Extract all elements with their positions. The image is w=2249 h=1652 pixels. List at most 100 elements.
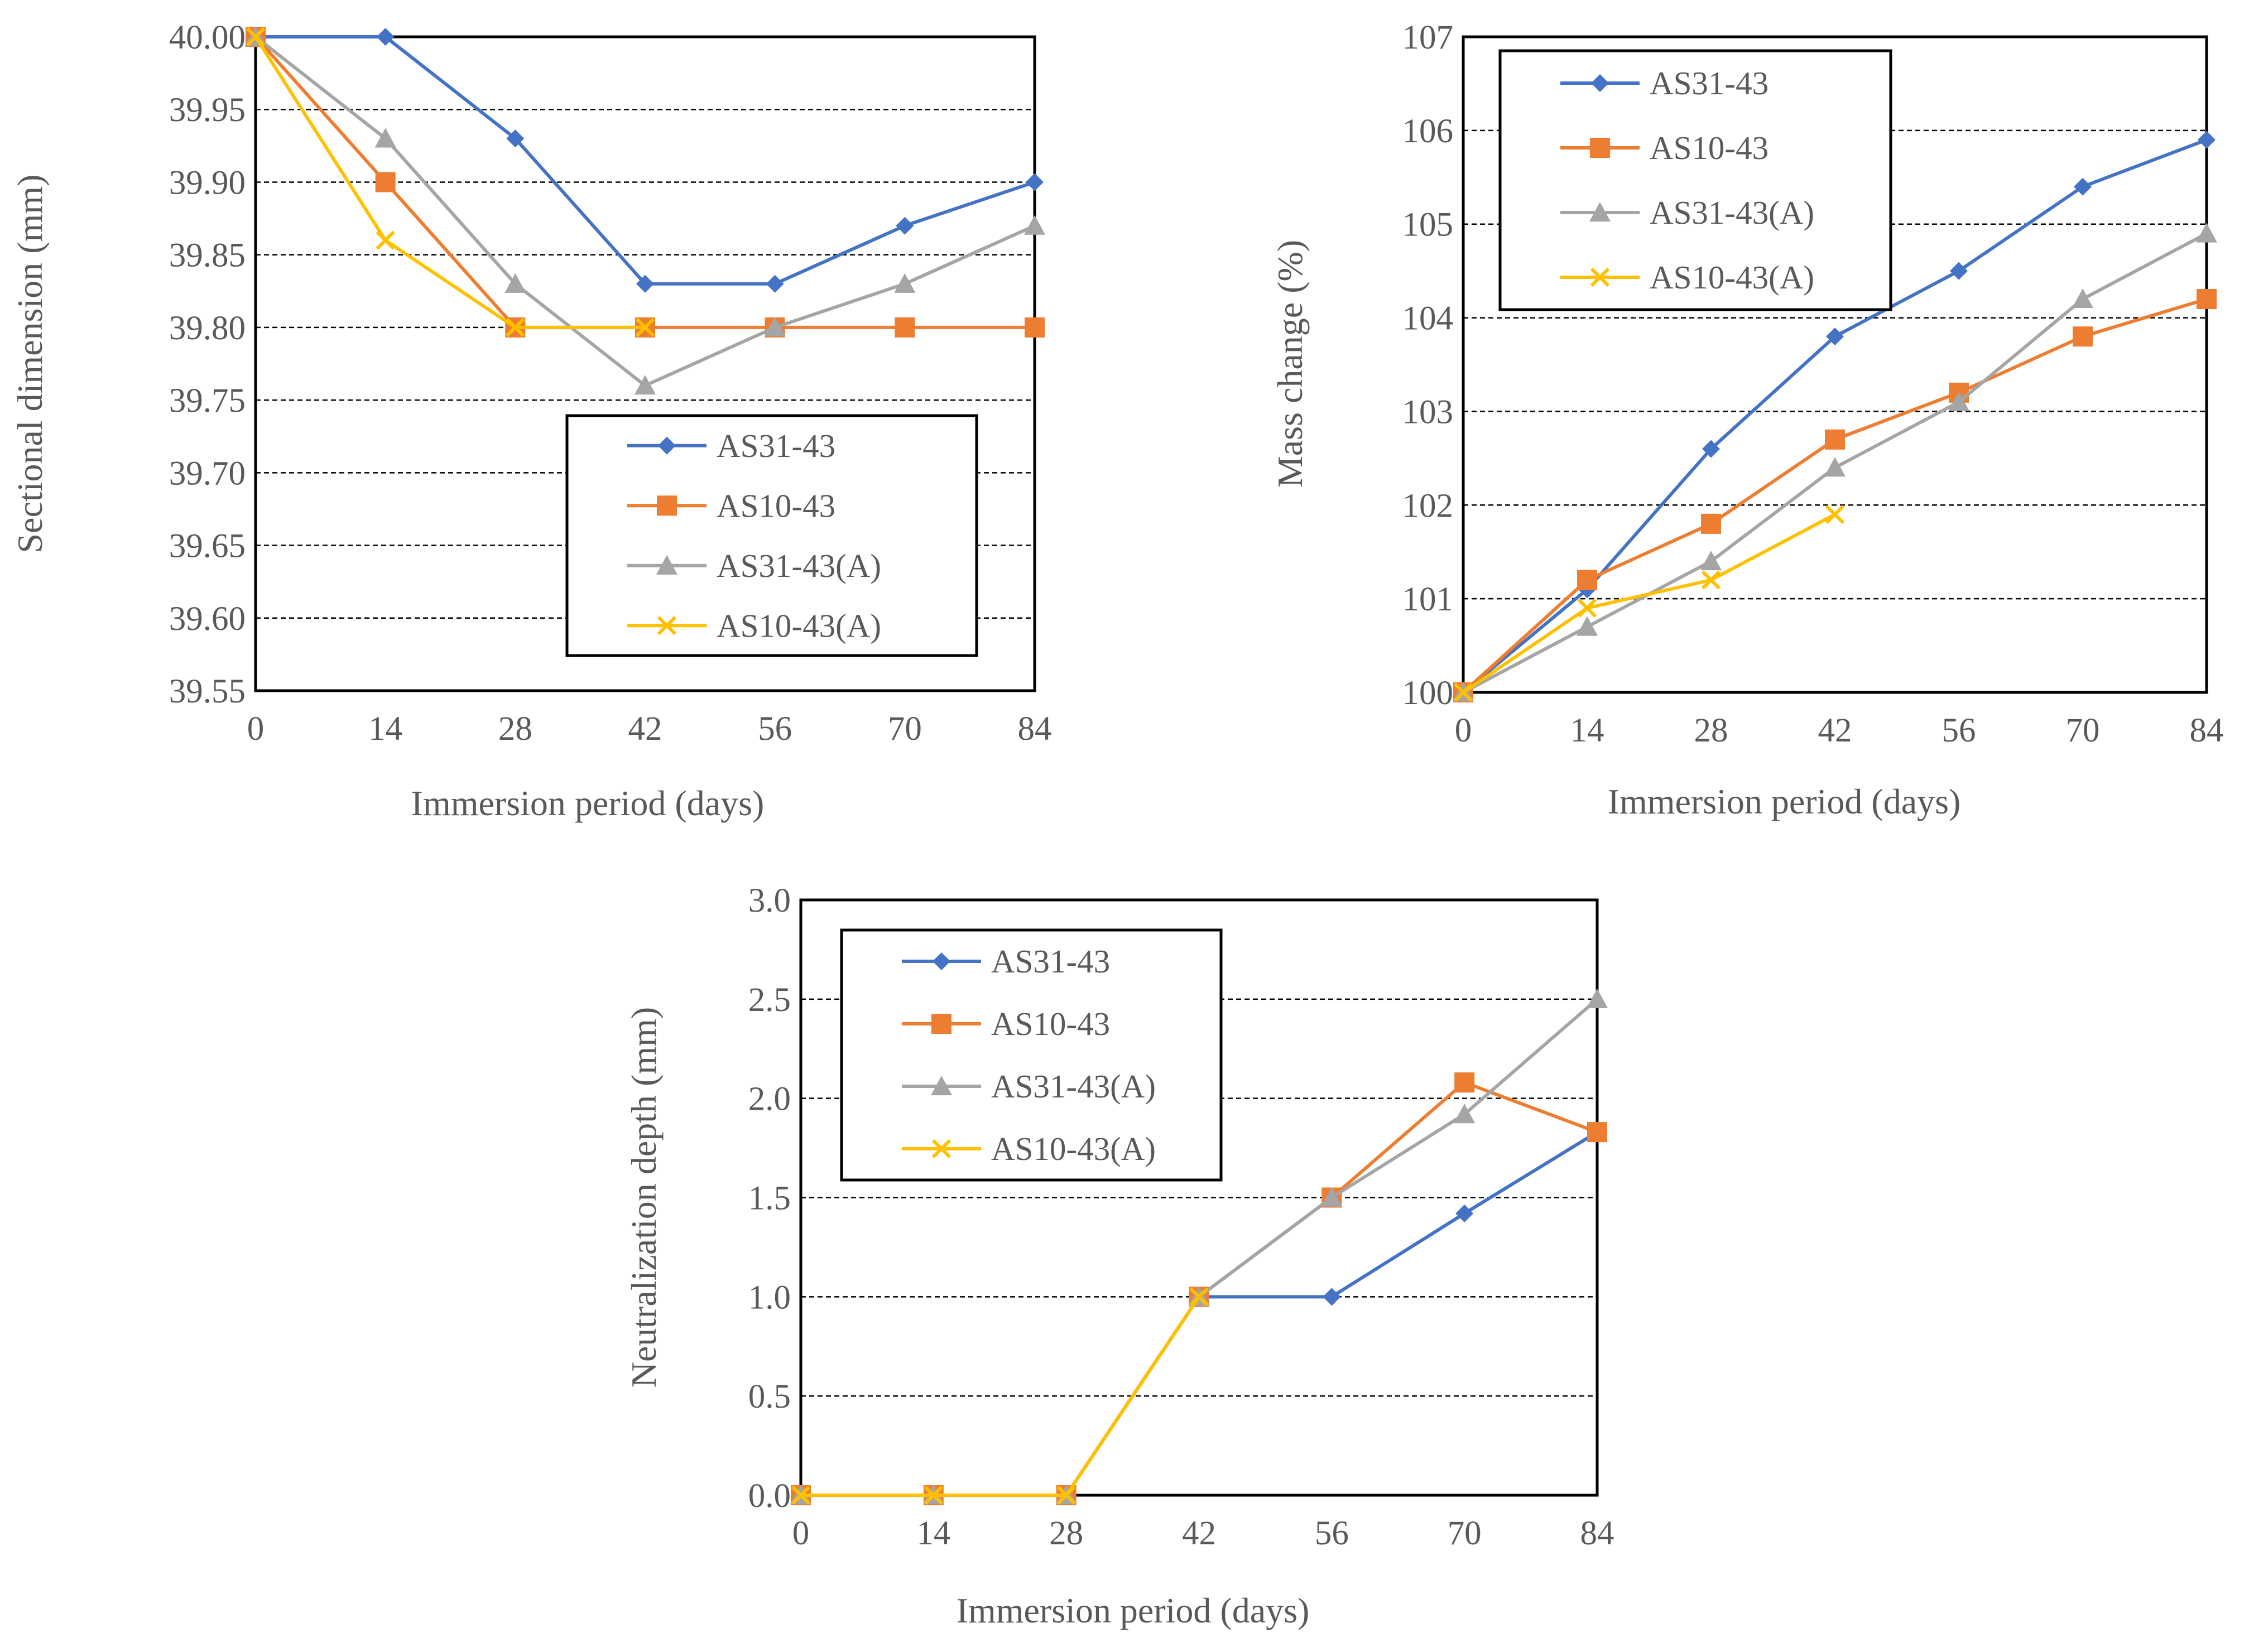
- legend-label: AS10-43: [1650, 129, 1769, 166]
- y-axis-title: Neutralization depth (mm): [624, 1007, 664, 1388]
- data-point: [1455, 1204, 1474, 1222]
- legend-marker: [1589, 202, 1611, 222]
- legend-marker: [933, 952, 950, 970]
- data-point: [635, 317, 655, 338]
- x-tick-label: 14: [368, 710, 402, 748]
- x-tick-label: 28: [498, 710, 532, 748]
- legend: AS31-43 AS10-43 AS31-43(A) AS10-43(A): [840, 928, 1223, 1182]
- data-point: [2074, 177, 2092, 196]
- x-tick-label: 70: [2066, 712, 2100, 749]
- series-line: [1462, 513, 1836, 694]
- data-point: [1950, 262, 1968, 280]
- data-point: [635, 375, 656, 395]
- y-axis-title: Mass change (%): [1270, 240, 1310, 488]
- x-tick-label: 28: [1049, 1515, 1083, 1552]
- data-point: [2073, 326, 2093, 347]
- legend-label: AS10-43(A): [717, 607, 881, 644]
- y-tick-label: 106: [1402, 113, 1454, 150]
- legend-marker: [1590, 267, 1610, 287]
- data-point: [506, 129, 525, 148]
- y-tick-label: 105: [1402, 206, 1454, 244]
- legend-label: AS10-43(A): [991, 1130, 1156, 1167]
- data-point: [376, 28, 395, 46]
- data-point: [1700, 551, 1722, 571]
- x-axis-title: Immersion period (days): [957, 1591, 1310, 1630]
- data-point: [376, 230, 395, 250]
- data-point: [1577, 570, 1597, 590]
- data-point: [506, 317, 525, 338]
- y-tick-label: 0.5: [748, 1378, 791, 1415]
- y-tick-label: 39.70: [169, 455, 246, 492]
- y-tick-label: 39.60: [169, 600, 246, 638]
- data-point: [1454, 1104, 1476, 1124]
- data-point: [636, 274, 654, 293]
- legend: AS31-43 AS10-43 AS31-43(A) AS10-43(A): [565, 414, 978, 657]
- legend-box: [1498, 49, 1892, 311]
- data-point: [924, 1485, 943, 1505]
- y-axis-title: Sectional dimension (mm): [10, 175, 50, 553]
- x-tick-label: 84: [2190, 712, 2224, 749]
- plot-frame: [799, 898, 1599, 1497]
- data-point: [246, 27, 266, 47]
- y-tick-label: 39.90: [169, 164, 246, 201]
- y-tick-label: 39.85: [169, 237, 246, 274]
- legend-label: AS10-43(A): [1650, 259, 1814, 296]
- data-point: [2072, 288, 2093, 309]
- legend-label: AS31-43(A): [1650, 194, 1814, 231]
- data-point: [1702, 440, 1720, 458]
- data-point: [895, 317, 915, 338]
- legend-marker: [931, 1139, 952, 1159]
- x-tick-label: 42: [1818, 712, 1852, 749]
- chart-mass: 100 101 102 103 104 105 106 107 0 14 28 42 56 70 84 Imm…: [1270, 19, 2224, 821]
- data-point: [1321, 1187, 1343, 1207]
- x-tick-label: 56: [758, 710, 792, 748]
- legend-label: AS10-43: [991, 1005, 1110, 1042]
- legend-box: [840, 928, 1223, 1182]
- x-tick-label: 56: [1315, 1515, 1349, 1552]
- data-point: [766, 274, 784, 293]
- legend-marker: [931, 1014, 952, 1034]
- data-point: [1577, 616, 1598, 636]
- x-tick-label: 70: [888, 710, 922, 748]
- legend-label: AS31-43: [717, 427, 835, 464]
- legend-marker: [1590, 138, 1610, 158]
- legend-label: AS31-43: [1650, 65, 1769, 102]
- y-tick-label: 39.95: [169, 91, 246, 129]
- chart-neutral: 0.0 0.5 1.0 1.5 2.0 2.5 3.0 0 14 28 42 56 70 84 Immers…: [624, 882, 1614, 1630]
- data-point: [1577, 598, 1597, 618]
- data-point: [764, 316, 786, 337]
- data-point: [1454, 1072, 1475, 1093]
- data-point: [1825, 504, 1845, 524]
- legend-marker: [1591, 74, 1609, 92]
- x-tick-label: 42: [628, 710, 662, 748]
- data-point: [2196, 223, 2217, 243]
- y-tick-label: 100: [1402, 675, 1454, 712]
- x-tick-label: 14: [1570, 712, 1604, 749]
- x-tick-label: 28: [1694, 712, 1728, 749]
- x-tick-label: 56: [1942, 712, 1976, 749]
- legend-label: AS31-43(A): [717, 547, 881, 584]
- data-point: [1056, 1485, 1076, 1505]
- y-tick-label: 102: [1402, 487, 1454, 524]
- series-line: [801, 1130, 1598, 1497]
- data-point: [2198, 131, 2216, 149]
- y-tick-label: 2.5: [748, 981, 791, 1019]
- x-tick-label: 0: [1455, 712, 1472, 749]
- y-tick-label: 39.55: [169, 673, 246, 710]
- data-point: [896, 216, 914, 235]
- data-point: [1025, 317, 1045, 338]
- data-point: [1825, 429, 1845, 450]
- x-tick-label: 14: [916, 1515, 950, 1552]
- legend-marker: [656, 555, 677, 575]
- data-point: [375, 172, 396, 192]
- x-axis-title: Immersion period (days): [411, 783, 765, 823]
- y-tick-label: 1.0: [748, 1279, 791, 1316]
- x-tick-label: 0: [792, 1515, 810, 1552]
- plot-frame: [1462, 35, 2208, 694]
- x-tick-label: 70: [1448, 1515, 1482, 1552]
- legend-marker: [657, 495, 677, 516]
- y-tick-label: 104: [1402, 300, 1454, 338]
- y-tick-label: 107: [1402, 19, 1454, 56]
- y-tick-label: 40.00: [169, 19, 246, 56]
- data-point: [1826, 327, 1844, 346]
